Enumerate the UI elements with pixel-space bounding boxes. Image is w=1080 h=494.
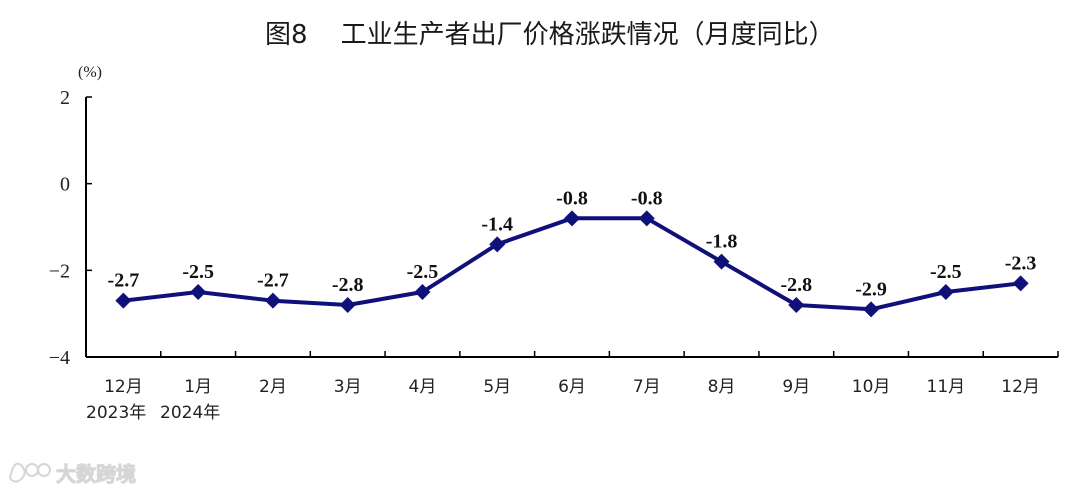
data-label: -2.5: [930, 261, 962, 283]
x-tick-label: 3月: [334, 377, 362, 397]
x-tick-label: 8月: [708, 377, 736, 397]
watermark: 大数跨境: [8, 462, 137, 487]
data-point: [638, 210, 655, 227]
chart-title: 图8 工业生产者出厂价格涨跌情况（月度同比）: [265, 20, 835, 50]
data-point: [863, 301, 880, 318]
data-point: [564, 210, 580, 227]
y-tick-label: −2: [49, 260, 70, 282]
data-label: -2.8: [332, 274, 364, 296]
data-label: -2.3: [1005, 252, 1037, 274]
data-point: [937, 284, 954, 300]
data-label: -2.5: [407, 261, 439, 283]
data-label: -1.8: [706, 231, 738, 253]
data-label: -0.8: [556, 187, 588, 209]
year-label-2023: 2023年: [86, 403, 146, 423]
x-tick-label: 2月: [259, 377, 287, 397]
data-label: -2.5: [182, 261, 214, 283]
watermark-text: 大数跨境: [56, 462, 136, 486]
data-point: [190, 284, 207, 300]
data-point: [414, 284, 431, 300]
x-tick-label: 5月: [483, 377, 511, 397]
x-tick-label: 9月: [782, 377, 810, 397]
data-point: [1012, 275, 1029, 292]
x-tick-label: 6月: [558, 377, 586, 397]
data-point: [713, 253, 730, 270]
data-point: [788, 297, 805, 313]
y-tick-label: 0: [60, 174, 70, 196]
year-label-2024: 2024年: [160, 403, 220, 423]
data-label: -0.8: [631, 187, 663, 209]
data-point: [489, 236, 506, 253]
y-tick-label: 2: [60, 87, 70, 109]
x-ticks: 12月 1月 2月 3月 4月 5月 6月 7月 8月 9月 10月 11月 12月: [85, 351, 1059, 397]
axes: [85, 97, 1058, 358]
x-tick-label: 7月: [633, 377, 661, 397]
data-label: -2.7: [257, 270, 289, 292]
x-tick-label: 12月: [1001, 377, 1040, 397]
series: [115, 210, 1029, 318]
x-tick-label: 10月: [852, 377, 891, 397]
data-label: -2.8: [780, 274, 812, 296]
data-point: [339, 297, 356, 313]
logo-glyph-icon: [8, 462, 51, 483]
x-tick-label: 12月: [104, 377, 143, 397]
y-unit-label: (%): [78, 64, 102, 81]
data-point: [115, 292, 132, 309]
data-label: -2.9: [855, 278, 887, 300]
data-label: -2.7: [108, 270, 140, 292]
y-tick-label: −4: [49, 347, 70, 369]
x-tick-label: 4月: [409, 377, 437, 397]
y-ticks: 2 0 −2 −4: [49, 87, 92, 369]
data-label: -1.4: [481, 213, 513, 235]
data-point: [264, 292, 281, 309]
data-labels: -2.7 -2.5 -2.7 -2.8 -2.5 -1.4 -0.8 -0.8 -1.8 -2.8…: [108, 187, 1037, 300]
x-tick-label: 11月: [927, 377, 966, 397]
x-tick-label: 1月: [184, 377, 212, 397]
